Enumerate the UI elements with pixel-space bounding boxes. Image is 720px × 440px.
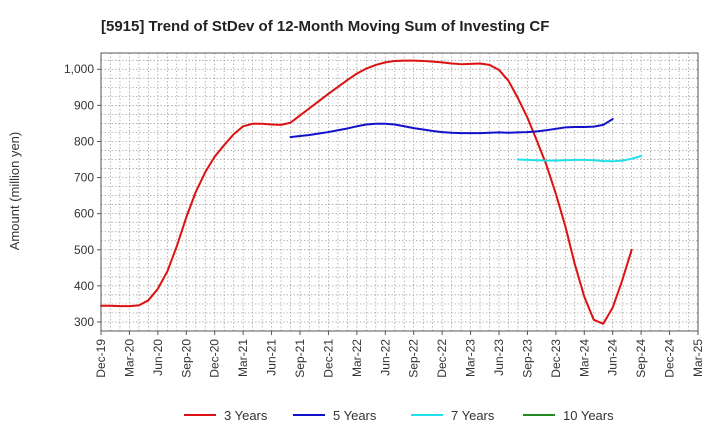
legend-label-2: 5 Years xyxy=(333,408,377,423)
x-tick-label: Jun-24 xyxy=(606,339,620,376)
legend: 3 Years 5 Years 7 Years 10 Years xyxy=(184,408,614,423)
y-tick-label: 600 xyxy=(74,207,94,221)
x-tick-label: Mar-25 xyxy=(691,339,705,377)
grid xyxy=(100,53,699,331)
legend-label-4: 10 Years xyxy=(563,408,614,423)
x-tick-label: Mar-21 xyxy=(236,339,250,377)
legend-label-1: 3 Years xyxy=(224,408,268,423)
x-tick-label: Dec-23 xyxy=(549,339,563,378)
x-tick-label: Sep-21 xyxy=(293,339,307,378)
plot-frame xyxy=(100,52,699,332)
x-tick-label: Mar-20 xyxy=(122,339,136,377)
x-tick-label: Sep-22 xyxy=(407,339,421,378)
x-tick-label: Dec-24 xyxy=(663,339,677,378)
series-line-2 xyxy=(289,118,614,139)
x-tick-label: Sep-20 xyxy=(179,339,193,378)
x-tick-label: Mar-23 xyxy=(464,339,478,377)
x-tick-label: Dec-22 xyxy=(435,339,449,378)
y-tick-label: 800 xyxy=(74,134,94,148)
x-tick-label: Mar-24 xyxy=(577,339,591,377)
y-tick-label: 500 xyxy=(74,243,94,257)
x-tick-label: Jun-22 xyxy=(378,339,392,376)
x-tick-label: Jun-21 xyxy=(265,339,279,376)
x-tick-label: Dec-19 xyxy=(94,339,108,378)
x-tick-label: Sep-23 xyxy=(520,339,534,378)
y-tick-label: 900 xyxy=(74,98,94,112)
x-tick-label: Mar-22 xyxy=(350,339,364,377)
x-tick-label: Jun-20 xyxy=(151,339,165,376)
x-tick-label: Jun-23 xyxy=(492,339,506,376)
legend-label-3: 7 Years xyxy=(451,408,495,423)
series-line-1 xyxy=(100,59,633,325)
y-tick-label: 400 xyxy=(74,279,94,293)
series-layer xyxy=(100,59,643,325)
series-line-3 xyxy=(516,154,643,163)
chart-title: [5915] Trend of StDev of 12-Month Moving… xyxy=(101,18,549,35)
y-axis-label: Amount (million yen) xyxy=(7,132,22,251)
x-axis-ticks: Dec-19 Mar-20 Jun-20 Sep-20 Dec-20 Mar-21 Jun-… xyxy=(94,331,705,378)
x-tick-label: Sep-24 xyxy=(634,339,648,378)
y-tick-label: 300 xyxy=(74,315,94,329)
x-tick-label: Dec-20 xyxy=(208,339,222,378)
x-tick-label: Dec-21 xyxy=(321,339,335,378)
y-axis-ticks: 300 400 500 600 700 800 900 1,000 xyxy=(64,62,101,329)
y-tick-label: 700 xyxy=(74,171,94,185)
y-tick-label: 1,000 xyxy=(64,62,94,76)
